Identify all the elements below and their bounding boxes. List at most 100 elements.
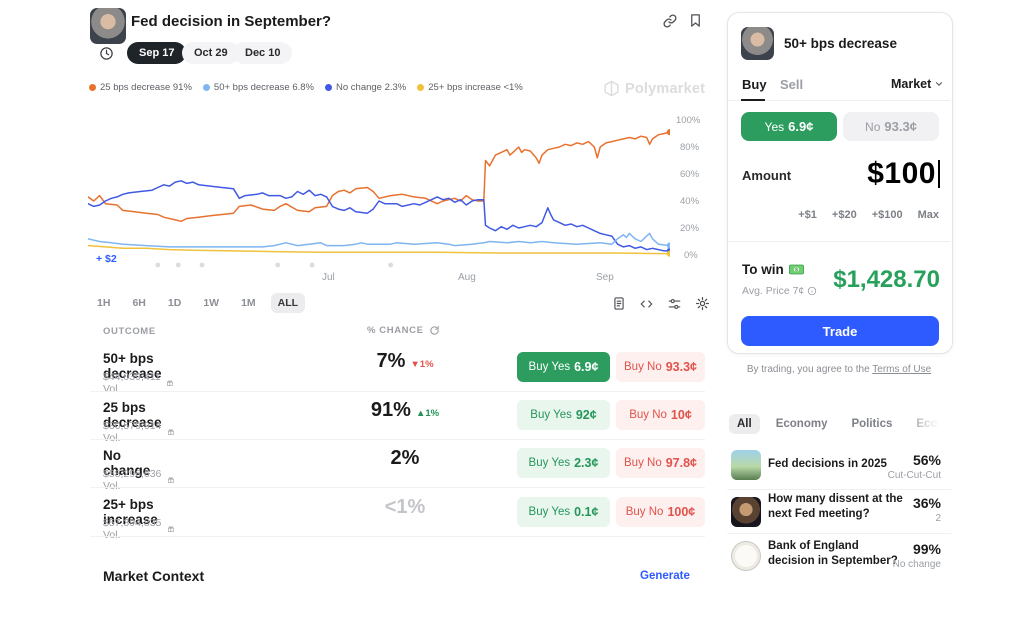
to-win-value: $1,428.70: [833, 266, 940, 293]
tabs-fade-overlay: [900, 412, 952, 440]
outcome-name: 25+ bps increase: [103, 497, 158, 527]
divider: [728, 241, 950, 242]
legend-item: 25+ bps increase <1%: [417, 82, 523, 93]
trade-panel-title: 50+ bps decrease: [784, 36, 897, 51]
related-tab-economy[interactable]: Economy: [775, 418, 828, 430]
generate-button[interactable]: Generate: [640, 570, 690, 582]
y-tick: 60%: [680, 169, 700, 180]
x-tick-sep: Sep: [596, 272, 614, 283]
to-win-label: To win $: [742, 262, 804, 277]
divider: [90, 487, 705, 488]
related-market-thumbnail: [731, 450, 761, 480]
order-type-dropdown[interactable]: Market: [891, 77, 944, 91]
buy-no-button[interactable]: Buy No 100¢: [616, 497, 705, 527]
trade-panel: 50+ bps decrease Buy Sell Market Yes 6.9¢…: [727, 12, 953, 354]
no-side-button[interactable]: No 93.3¢: [843, 112, 939, 141]
money-icon: $: [788, 264, 804, 275]
legend-dot-orange: [89, 84, 96, 91]
trading-disclaimer: By trading, you agree to the Terms of Us…: [746, 364, 932, 375]
divider: [727, 489, 951, 490]
related-market-title: Fed decisions in 2025: [768, 458, 887, 470]
legend-item: 50+ bps decrease 6.8%: [202, 82, 314, 93]
chart-settings-sliders-icon[interactable]: [667, 297, 682, 311]
related-tab-politics[interactable]: Politics: [851, 418, 893, 430]
legend-item: No change 2.3%: [325, 82, 406, 93]
timerange-all[interactable]: ALL: [270, 293, 306, 313]
divider: [728, 100, 950, 101]
timerange-1m[interactable]: 1M: [241, 297, 256, 309]
quick-amount-20[interactable]: +$20: [831, 209, 857, 221]
y-tick: 0%: [684, 250, 698, 261]
buy-no-button[interactable]: Buy No 97.8¢: [616, 448, 705, 478]
polymarket-watermark: Polymarket: [603, 80, 705, 97]
buy-no-button[interactable]: Buy No 10¢: [616, 400, 705, 430]
x-tick-aug: Aug: [458, 272, 476, 283]
quick-amount-max[interactable]: Max: [917, 209, 939, 221]
timerange-1w[interactable]: 1W: [203, 297, 220, 309]
reward-price-tag: + $2: [96, 253, 117, 265]
terms-of-use-link[interactable]: Terms of Use: [872, 364, 932, 375]
related-market-thumbnail: [731, 541, 761, 571]
timerange-1h[interactable]: 1H: [97, 297, 111, 309]
buy-no-button[interactable]: Buy No 93.3¢: [616, 352, 705, 382]
buy-yes-button[interactable]: Buy Yes 92¢: [517, 400, 610, 430]
legend-item: 25 bps decrease 91%: [89, 82, 192, 93]
outcome-name: 50+ bps decrease: [103, 351, 162, 381]
related-tab-all[interactable]: All: [729, 414, 760, 434]
polymarket-logo-icon: [604, 80, 619, 97]
x-tick-jul: Jul: [322, 272, 335, 283]
chance-column-header: % CHANCE: [367, 325, 440, 336]
legend-dot-blue: [325, 84, 332, 91]
market-context-title: Market Context: [103, 568, 205, 584]
buy-yes-button[interactable]: Buy Yes 2.3¢: [517, 448, 610, 478]
quick-amount-100[interactable]: +$100: [871, 209, 903, 221]
trade-button[interactable]: Trade: [741, 316, 939, 346]
y-tick: 20%: [680, 223, 700, 234]
gear-icon[interactable]: [695, 296, 710, 311]
related-market-stats: 36% 2: [912, 495, 941, 524]
outcome-volume: $44,039,411 Vol.: [103, 371, 174, 395]
avg-price: Avg. Price 7¢: [742, 285, 817, 297]
date-tab-dec10[interactable]: Dec 10: [233, 42, 293, 64]
gift-icon: [167, 526, 174, 532]
bookmark-icon[interactable]: [688, 12, 703, 29]
yes-side-button[interactable]: Yes 6.9¢: [741, 112, 837, 141]
outcome-volume: $30,579,914 Vol.: [103, 420, 174, 444]
quick-amounts: +$1 +$20 +$100 Max: [798, 209, 939, 221]
refresh-icon[interactable]: [429, 325, 440, 336]
tab-buy[interactable]: Buy: [742, 77, 767, 92]
embed-code-icon[interactable]: [639, 297, 654, 311]
change-indicator-up: ▲1%: [415, 408, 440, 419]
timerange-6h[interactable]: 6H: [132, 297, 146, 309]
copy-link-icon[interactable]: [662, 13, 678, 29]
change-indicator-down: ▼1%: [410, 359, 434, 370]
order-book-icon[interactable]: [612, 296, 626, 311]
buy-yes-button[interactable]: Buy Yes 0.1¢: [517, 497, 610, 527]
amount-input[interactable]: $100: [867, 157, 940, 191]
amount-label: Amount: [742, 168, 792, 183]
date-tab-oct29[interactable]: Oct 29: [182, 42, 240, 64]
related-market-title: Bank of England decision in September?: [768, 540, 898, 567]
gift-icon: [166, 380, 173, 386]
outcome-volume: $57,394,835 Vol.: [103, 517, 174, 541]
related-market-title: How many dissent at the next Fed meeting…: [768, 493, 903, 520]
page-title: Fed decision in September?: [131, 13, 332, 30]
y-tick: 80%: [680, 142, 700, 153]
y-tick: 40%: [680, 196, 700, 207]
tab-sell[interactable]: Sell: [780, 77, 804, 92]
date-tab-sep17[interactable]: Sep 17: [127, 42, 187, 64]
outcome-name: 25 bps decrease: [103, 400, 162, 430]
legend-dot-yellow: [417, 84, 425, 91]
quick-amount-1[interactable]: +$1: [798, 209, 817, 221]
timerange-bar: 1H 6H 1D 1W 1M ALL: [90, 293, 306, 313]
divider: [90, 439, 705, 440]
svg-text:$: $: [795, 267, 798, 273]
timerange-1d[interactable]: 1D: [167, 297, 182, 309]
buy-yes-button[interactable]: Buy Yes 6.9¢: [517, 352, 610, 382]
chance-cell: 91% ▲1%: [370, 399, 440, 421]
chevron-down-icon: [936, 82, 943, 87]
history-clock-icon[interactable]: [99, 46, 114, 61]
trade-panel-avatar: [741, 27, 774, 60]
price-chart[interactable]: [88, 108, 670, 273]
